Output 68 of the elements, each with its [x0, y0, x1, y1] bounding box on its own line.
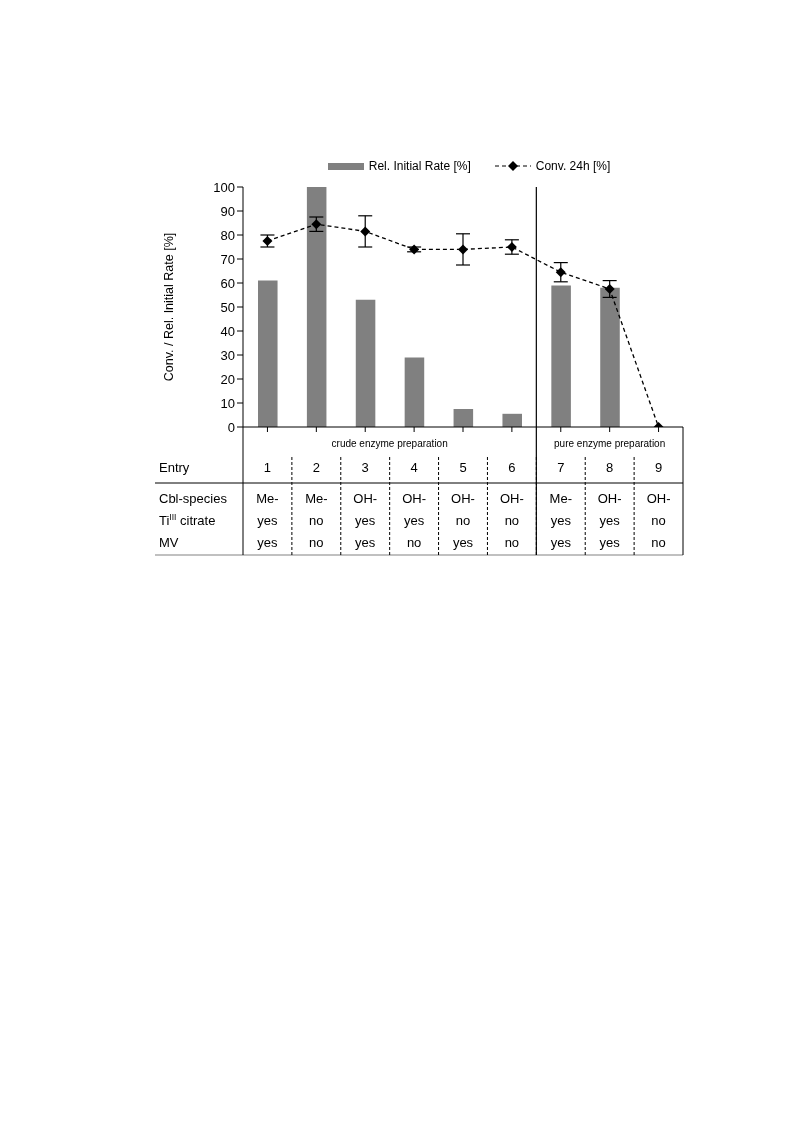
x-tick-label: 7 [557, 460, 565, 475]
text: OH- [499, 491, 524, 506]
text: no [651, 513, 666, 528]
text: Me- [549, 491, 572, 506]
text: OH- [646, 491, 671, 506]
point [604, 284, 615, 294]
text: no [406, 535, 422, 550]
text: no [455, 513, 471, 528]
point [555, 267, 566, 278]
bar [600, 287, 620, 427]
x-axis-title: Entry [159, 460, 190, 475]
y-tick-label: 50 [220, 299, 235, 315]
y-tick-label: 30 [220, 347, 235, 363]
y-tick-label: 100 [213, 179, 235, 195]
text: Ti$^{III}$ citrate [159, 512, 216, 528]
x-tick-label: 3 [361, 460, 369, 475]
text: no [309, 535, 324, 550]
text: yes [550, 535, 572, 550]
legend-label: Rel. Initial Rate [%] [368, 159, 471, 173]
text: Me- [305, 491, 328, 506]
y-tick-label: 40 [220, 323, 235, 339]
text: OH- [353, 491, 378, 506]
y-tick-label: 20 [220, 371, 235, 387]
x-tick-label: 2 [312, 460, 320, 475]
text: yes [452, 535, 474, 550]
bar [404, 357, 425, 427]
x-tick-label: 4 [410, 460, 418, 475]
y-tick-label: 60 [220, 275, 235, 291]
x-tick-label: 1 [263, 460, 272, 475]
point [360, 226, 371, 237]
y-tick-label: 10 [220, 395, 235, 411]
y-tick-label: 70 [220, 251, 235, 267]
y-tick-label: 0 [227, 419, 235, 435]
bar [258, 280, 278, 427]
text: yes [257, 513, 279, 528]
text: OH- [451, 491, 475, 506]
text: Cbl-species [159, 491, 228, 506]
y-axis-title: Conv. / Rel. Initial Rate [%] [162, 232, 177, 382]
text: no [504, 513, 520, 528]
bar [502, 413, 522, 427]
y-tick-label: 80 [220, 227, 235, 243]
text: yes [599, 513, 621, 528]
text: no [309, 513, 324, 528]
bar [306, 187, 327, 427]
text: yes [355, 535, 376, 550]
text: yes [355, 513, 376, 528]
x-tick-label: 9 [654, 460, 663, 475]
bar [355, 299, 376, 427]
point [458, 244, 468, 255]
text: yes [257, 535, 279, 550]
text: yes [403, 513, 425, 528]
x-tick-label: 5 [459, 460, 467, 475]
text: yes [599, 535, 621, 550]
bar [551, 285, 571, 427]
x-tick-label: 8 [606, 460, 614, 475]
text: no [651, 535, 666, 550]
text: crude enzyme preparation [331, 438, 448, 449]
text: OH- [402, 491, 427, 506]
text: pure enzyme preparation [554, 438, 666, 449]
text: OH- [597, 491, 622, 506]
text: MV [159, 535, 179, 550]
legend-label: Conv. 24h [%] [535, 159, 611, 173]
x-tick-label: 6 [508, 460, 516, 475]
text: Me- [256, 491, 279, 506]
bar [453, 409, 474, 427]
text: no [504, 535, 520, 550]
y-tick-label: 90 [220, 203, 235, 219]
text: yes [550, 513, 572, 528]
